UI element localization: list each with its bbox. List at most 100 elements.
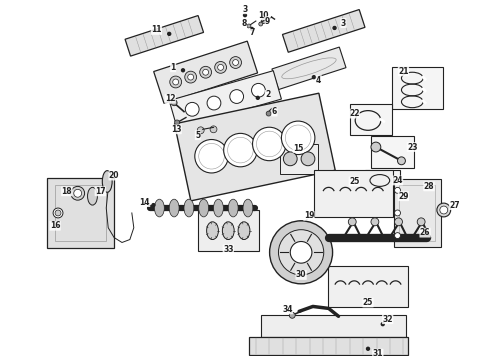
Circle shape	[210, 126, 217, 133]
Text: 25: 25	[363, 298, 373, 307]
Text: 3: 3	[243, 5, 247, 14]
Text: 32: 32	[382, 315, 393, 324]
Ellipse shape	[440, 206, 448, 214]
Circle shape	[283, 152, 297, 166]
Ellipse shape	[296, 221, 306, 231]
Circle shape	[200, 66, 212, 78]
Ellipse shape	[214, 199, 223, 217]
Circle shape	[233, 59, 239, 66]
Polygon shape	[249, 337, 408, 355]
Circle shape	[203, 69, 209, 75]
Circle shape	[259, 22, 263, 26]
Ellipse shape	[184, 199, 194, 217]
Text: 20: 20	[109, 171, 120, 180]
Ellipse shape	[71, 186, 85, 200]
Polygon shape	[272, 47, 346, 90]
Ellipse shape	[437, 203, 451, 217]
Polygon shape	[198, 210, 259, 251]
Circle shape	[185, 71, 196, 83]
Circle shape	[195, 140, 228, 173]
Polygon shape	[365, 170, 400, 191]
Text: 11: 11	[151, 26, 162, 35]
Polygon shape	[47, 177, 114, 248]
Circle shape	[252, 127, 286, 161]
Circle shape	[301, 152, 315, 166]
Circle shape	[215, 62, 226, 73]
Text: 23: 23	[407, 143, 417, 152]
Text: 31: 31	[372, 349, 383, 358]
Polygon shape	[125, 15, 203, 56]
Polygon shape	[350, 104, 392, 135]
Ellipse shape	[88, 187, 98, 205]
Circle shape	[394, 187, 400, 193]
Circle shape	[281, 121, 315, 154]
Text: 27: 27	[449, 201, 460, 210]
Circle shape	[188, 74, 194, 80]
Polygon shape	[328, 266, 408, 307]
Circle shape	[218, 64, 223, 70]
Ellipse shape	[238, 222, 250, 239]
Circle shape	[171, 100, 177, 106]
Circle shape	[394, 210, 400, 216]
Circle shape	[207, 96, 221, 110]
Text: 28: 28	[424, 182, 434, 191]
Text: 29: 29	[398, 192, 409, 201]
Text: 15: 15	[293, 144, 303, 153]
Text: 25: 25	[349, 177, 360, 186]
Text: 3: 3	[341, 18, 346, 27]
Circle shape	[170, 76, 182, 88]
Text: 7: 7	[249, 28, 255, 37]
Circle shape	[290, 242, 312, 263]
Text: 34: 34	[282, 305, 293, 314]
Circle shape	[256, 96, 259, 99]
Circle shape	[266, 111, 271, 116]
Text: 12: 12	[165, 94, 175, 103]
Polygon shape	[393, 179, 441, 247]
Polygon shape	[261, 315, 406, 337]
Circle shape	[289, 312, 295, 318]
Ellipse shape	[102, 171, 112, 192]
Circle shape	[251, 84, 265, 97]
Circle shape	[371, 218, 379, 226]
Polygon shape	[280, 144, 318, 174]
Ellipse shape	[154, 199, 164, 217]
Circle shape	[247, 24, 251, 28]
Circle shape	[381, 323, 384, 326]
Text: 30: 30	[296, 270, 306, 279]
Text: 21: 21	[398, 67, 409, 76]
Polygon shape	[314, 170, 392, 217]
Polygon shape	[169, 71, 281, 129]
Circle shape	[223, 133, 257, 167]
Circle shape	[250, 27, 253, 30]
Circle shape	[270, 221, 333, 284]
Circle shape	[174, 120, 179, 125]
Circle shape	[417, 218, 425, 226]
Polygon shape	[282, 10, 365, 52]
Text: 22: 22	[349, 109, 360, 118]
Circle shape	[394, 218, 402, 226]
Ellipse shape	[199, 199, 209, 217]
Ellipse shape	[228, 199, 238, 217]
Circle shape	[367, 347, 369, 350]
Circle shape	[348, 218, 356, 226]
Circle shape	[230, 90, 244, 103]
Circle shape	[333, 27, 336, 30]
Circle shape	[261, 19, 266, 23]
Circle shape	[313, 76, 316, 78]
Text: 8: 8	[242, 18, 246, 27]
Text: 1: 1	[171, 63, 176, 72]
Text: 19: 19	[304, 211, 314, 220]
Ellipse shape	[169, 199, 179, 217]
Text: 4: 4	[316, 76, 321, 85]
Polygon shape	[154, 41, 258, 103]
Text: 13: 13	[171, 125, 181, 134]
Circle shape	[173, 79, 179, 85]
Circle shape	[371, 142, 381, 152]
Polygon shape	[371, 136, 414, 168]
Polygon shape	[392, 67, 443, 109]
Ellipse shape	[207, 222, 219, 239]
Circle shape	[197, 127, 204, 134]
Text: 18: 18	[62, 187, 72, 196]
Circle shape	[152, 204, 155, 207]
Text: 2: 2	[265, 90, 270, 99]
